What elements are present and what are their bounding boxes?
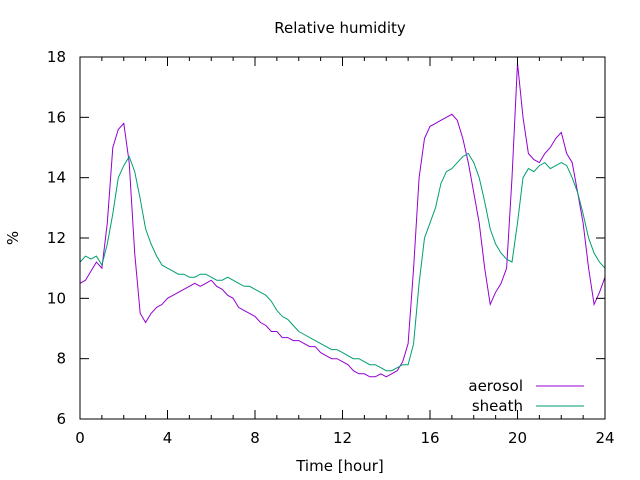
y-tick-label: 6 xyxy=(56,410,66,428)
chart-title: Relative humidity xyxy=(274,19,406,37)
legend-label-sheath: sheath xyxy=(472,397,523,415)
series-line-aerosol xyxy=(79,62,606,378)
legend: aerosol sheath xyxy=(468,377,584,415)
x-axis-label: Time [hour] xyxy=(295,457,384,475)
x-tick-label: 4 xyxy=(163,429,173,447)
y-tick-label: 8 xyxy=(56,350,66,368)
x-tick-label: 12 xyxy=(333,429,352,447)
plot-frame xyxy=(79,56,606,420)
y-axis-label: % xyxy=(4,231,22,245)
y-tick-label: 16 xyxy=(47,108,66,126)
x-tick-label: 24 xyxy=(595,429,614,447)
legend-label-aerosol: aerosol xyxy=(468,377,523,395)
x-tick-label: 20 xyxy=(508,429,527,447)
y-tick-label: 10 xyxy=(47,289,66,307)
plot-area: 0 4 8 12 16 20 24 6 8 10 12 14 16 18 xyxy=(47,48,615,447)
x-tick-label: 8 xyxy=(250,429,260,447)
series-line-sheath xyxy=(79,152,606,372)
y-tick-label: 12 xyxy=(47,229,66,247)
y-tick-label: 14 xyxy=(47,169,66,187)
x-tick-label: 16 xyxy=(420,429,439,447)
x-tick-label: 0 xyxy=(75,429,85,447)
y-tick-label: 18 xyxy=(47,48,66,66)
